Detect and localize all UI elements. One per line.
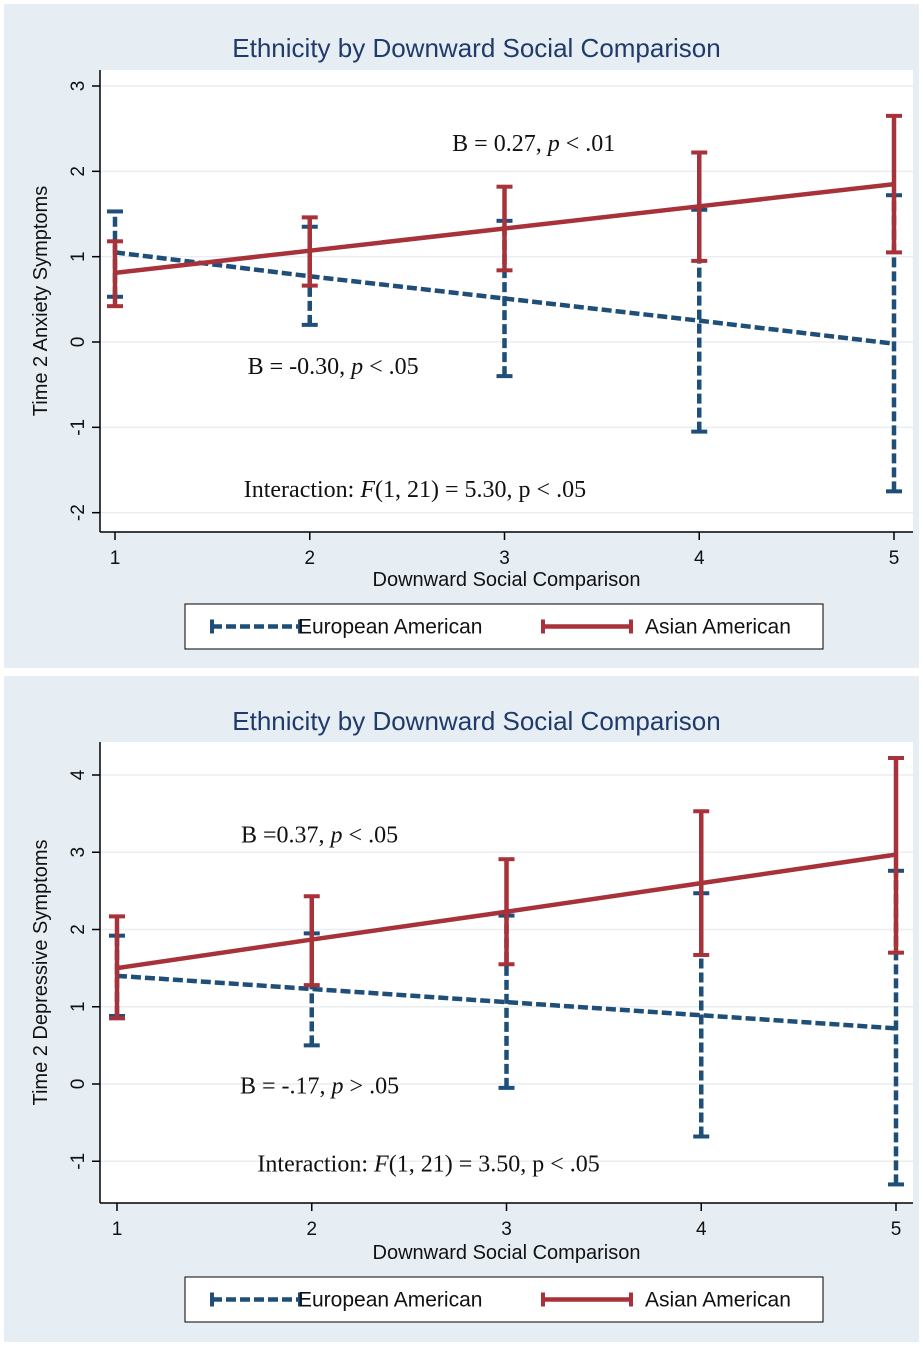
series-line xyxy=(114,250,895,346)
y-axis-label: Time 2 Depressive Symptoms xyxy=(30,840,52,1106)
y-axis-label: Time 2 Anxiety Symptoms xyxy=(30,186,52,416)
annotation-prefix: B = -0.30, xyxy=(248,354,352,380)
chart-title: Ethnicity by Downward Social Comparison xyxy=(232,706,720,736)
annotation-italic: p xyxy=(330,1074,344,1100)
y-tick-label: 2 xyxy=(68,166,89,177)
annotation-prefix: B =0.37, xyxy=(241,822,331,848)
annotation-text: B = -.17, p > .05 xyxy=(240,1074,399,1100)
annotation-italic: p xyxy=(329,822,343,848)
annotation-italic: p xyxy=(349,354,363,380)
annotation-italic: F xyxy=(373,1152,389,1178)
legend-label: Asian American xyxy=(645,616,791,639)
chart-svg-depressive: -1 0 1 2 3 4 1 2 3 4 5 Ethnicity by Downward Social… xyxy=(30,706,913,1323)
x-tick-label: 3 xyxy=(501,1219,512,1240)
x-tick-label: 1 xyxy=(112,1219,123,1240)
y-tick-label: -1 xyxy=(68,1153,89,1170)
series-asian-american xyxy=(109,756,904,1021)
x-tick-label: 4 xyxy=(696,1219,707,1240)
annotation-suffix: < .05 xyxy=(363,354,419,380)
legend-label: Asian American xyxy=(645,1289,791,1312)
annotation-suffix: (1, 21) = 5.30, p < .05 xyxy=(375,477,586,503)
chart-panel-depressive: -1 0 1 2 3 4 1 2 3 4 5 Ethnicity by Downward Social… xyxy=(4,676,919,1342)
annotation-suffix: > .05 xyxy=(344,1074,400,1100)
y-tick-label: 1 xyxy=(68,251,89,262)
legend-label: European American xyxy=(298,1289,482,1312)
series-line xyxy=(116,852,897,971)
annotation-suffix: (1, 21) = 3.50, p < .05 xyxy=(389,1152,600,1178)
series-line xyxy=(114,181,895,276)
annotation-text: B =0.37, p < .05 xyxy=(241,822,398,848)
annotation-prefix: Interaction: xyxy=(257,1152,374,1178)
x-tick-label: 1 xyxy=(110,548,121,569)
y-tick-label: 3 xyxy=(68,847,89,858)
x-tick-label: 2 xyxy=(304,548,315,569)
x-tick-label: 2 xyxy=(306,1219,317,1240)
annotation-text: Interaction: F(1, 21) = 5.30, p < .05 xyxy=(244,477,586,503)
series-line xyxy=(116,973,897,1031)
legend-label: European American xyxy=(298,616,482,639)
y-tick-label: -1 xyxy=(68,419,89,436)
y-tick-label: 2 xyxy=(68,924,89,935)
annotation-italic: F xyxy=(359,477,375,503)
series-asian-american xyxy=(107,113,902,309)
x-tick-label: 3 xyxy=(499,548,510,569)
annotation-suffix: < .05 xyxy=(343,822,399,848)
annotation-text: Interaction: F(1, 21) = 3.50, p < .05 xyxy=(257,1152,599,1178)
annotation-prefix: Interaction: xyxy=(244,477,361,503)
y-tick-label: 0 xyxy=(68,337,89,348)
x-tick-label: 5 xyxy=(889,548,900,569)
annotation-prefix: B = -.17, xyxy=(240,1074,332,1100)
annotation-text: B = 0.27, p < .01 xyxy=(452,131,615,157)
chart-svg-anxiety: -2 -1 0 1 2 3 1 2 3 4 5 Ethnicity by Downward Socia… xyxy=(30,33,913,650)
annotation-text: B = -0.30, p < .05 xyxy=(248,354,419,380)
x-axis-label: Downward Social Comparison xyxy=(373,569,641,591)
x-tick-label: 5 xyxy=(891,1219,902,1240)
annotation-suffix: < .01 xyxy=(560,131,616,157)
y-tick-label: 1 xyxy=(68,1001,89,1012)
chart-panel-anxiety: -2 -1 0 1 2 3 1 2 3 4 5 Ethnicity by Downward Socia… xyxy=(4,4,919,668)
annotation-prefix: B = 0.27, xyxy=(452,131,548,157)
y-tick-label: 0 xyxy=(68,1079,89,1090)
x-axis-label: Downward Social Comparison xyxy=(373,1242,641,1264)
y-tick-label: -2 xyxy=(68,504,89,521)
x-tick-label: 4 xyxy=(694,548,705,569)
annotation-italic: p xyxy=(546,131,560,157)
y-tick-label: 3 xyxy=(68,81,89,92)
y-tick-label: 4 xyxy=(68,769,89,780)
chart-title: Ethnicity by Downward Social Comparison xyxy=(232,33,720,63)
